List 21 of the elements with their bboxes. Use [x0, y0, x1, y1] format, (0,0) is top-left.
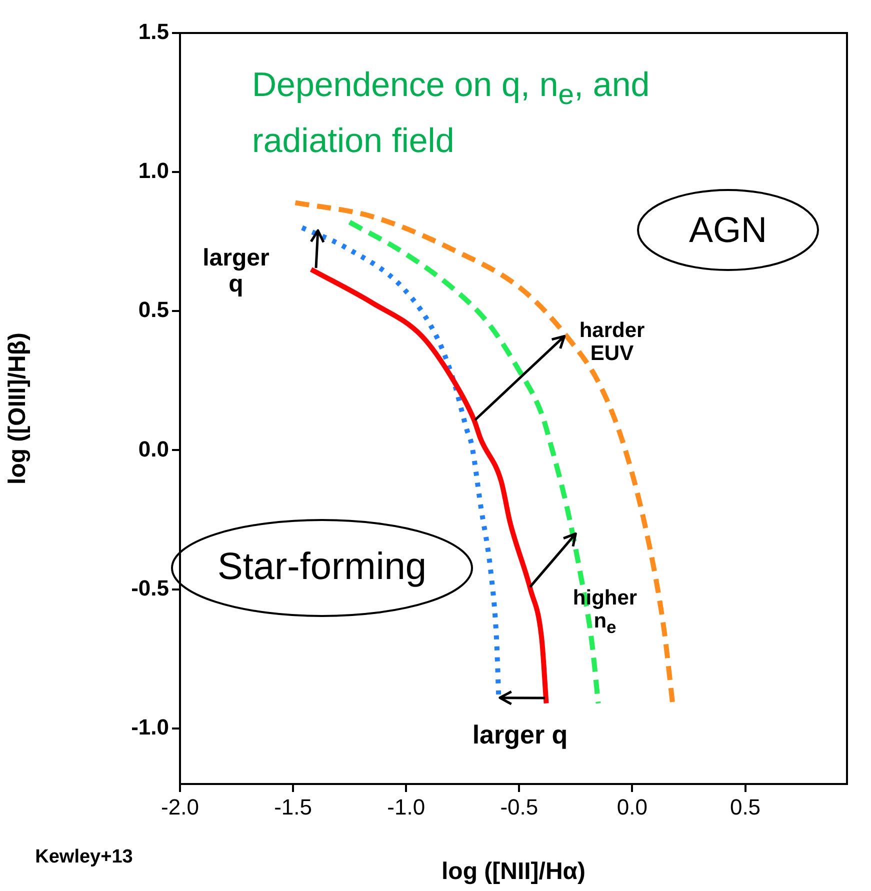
annotation: AGN	[688, 209, 768, 250]
y-tick-label: -1.0	[131, 714, 169, 740]
annotation: harder EUV	[578, 318, 646, 366]
annotation: larger q	[202, 244, 270, 298]
y-tick-label: -0.5	[131, 575, 169, 600]
x-axis-title: log ([NII]/Hα)	[441, 858, 586, 886]
y-tick-label: 1.0	[138, 158, 169, 184]
x-tick-label: 0.5	[730, 794, 761, 820]
y-tick-label: 0.0	[138, 436, 169, 462]
y-tick-label: 0.5	[138, 297, 169, 322]
y-tick-label: 1.5	[138, 19, 169, 44]
annotation: larger q	[471, 720, 569, 750]
annotation: Star-forming	[217, 546, 427, 588]
y-axis-title: log ([OIII]/Hβ)	[4, 332, 32, 484]
x-tick-label: -1.0	[387, 794, 426, 820]
x-tick-label: 0.0	[616, 794, 648, 820]
x-tick-label: -0.5	[500, 794, 538, 820]
x-tick-label: -2.0	[161, 794, 199, 820]
chart-title: Dependence on q, n$_{e}$, and radiation field	[252, 66, 650, 160]
text: Kewley+13	[34, 846, 134, 868]
x-tick-label: -1.5	[274, 794, 312, 820]
